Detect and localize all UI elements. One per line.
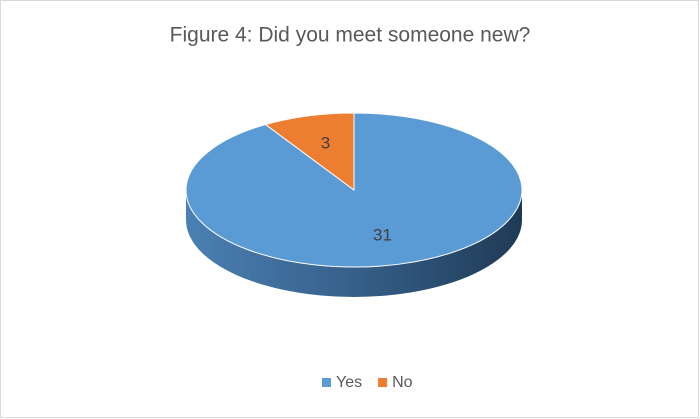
- pie-slice: [264, 112, 355, 191]
- data-label: 3: [321, 134, 330, 153]
- pie-side: [186, 190, 522, 297]
- legend-label: No: [392, 374, 413, 391]
- legend-label: Yes: [336, 374, 362, 391]
- chart-title: Figure 4: Did you meet someone new?: [170, 24, 531, 47]
- legend-swatch: [378, 378, 388, 387]
- legend-swatch: [322, 378, 331, 387]
- data-label: 31: [373, 225, 392, 244]
